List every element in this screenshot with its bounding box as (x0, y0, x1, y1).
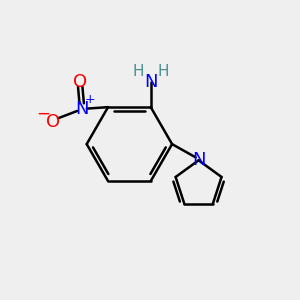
Text: −: − (36, 105, 50, 123)
Text: +: + (85, 93, 96, 106)
Text: N: N (192, 151, 205, 169)
Text: N: N (144, 73, 158, 91)
Text: H: H (133, 64, 144, 79)
Text: O: O (46, 113, 60, 131)
Text: H: H (158, 64, 169, 79)
Text: N: N (75, 100, 88, 118)
Text: O: O (73, 73, 87, 91)
